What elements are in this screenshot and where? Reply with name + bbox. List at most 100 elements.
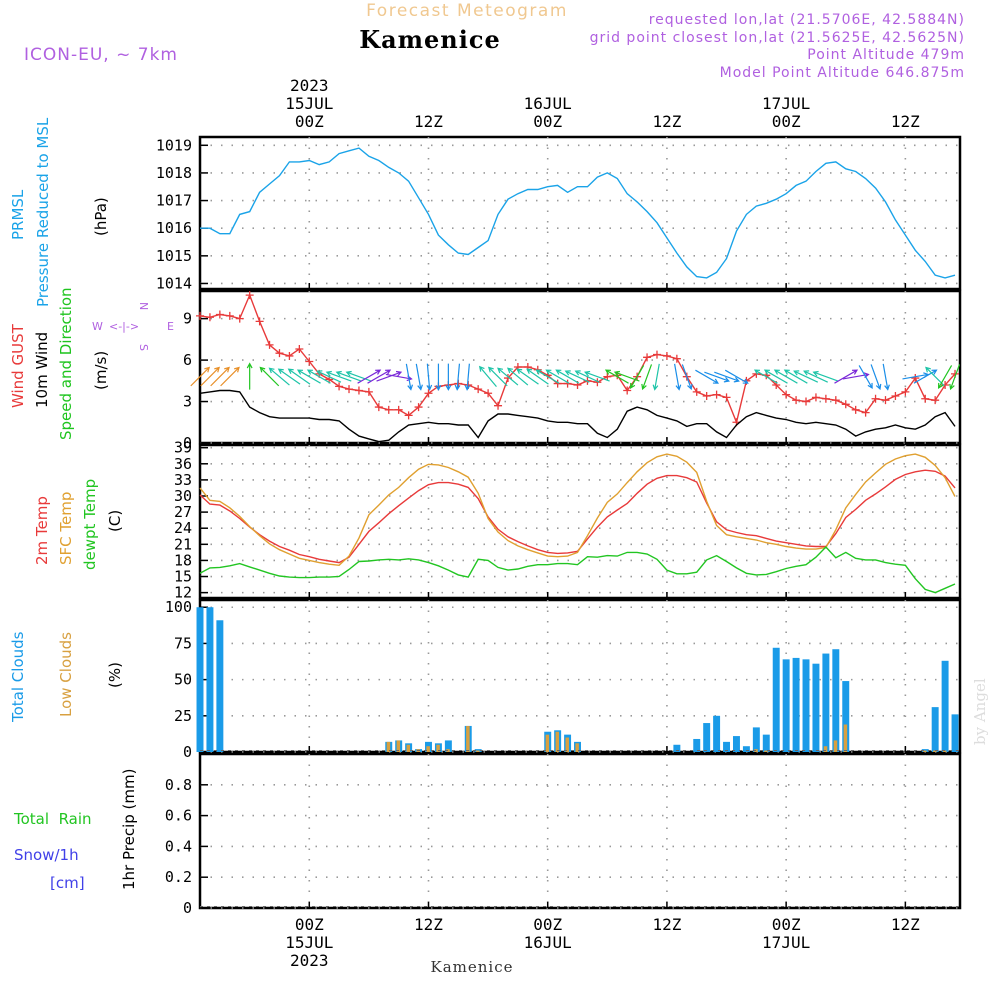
low-cloud-bar [426, 746, 430, 752]
pressure-ytick-label: 1016 [156, 219, 192, 237]
wind-direction-arrow [506, 367, 529, 386]
wind-direction-arrow [316, 370, 342, 383]
temp-label-2: SFC Temp [57, 492, 75, 565]
snow-label: Snow/1h [14, 846, 79, 864]
wind-direction-arrow [306, 369, 331, 384]
precip-ylabel: 1hr Precip (mm) [120, 769, 138, 890]
time-label-bottom: 12Z [652, 915, 681, 934]
gust-marker [931, 396, 940, 405]
low-cloud-bar [764, 750, 768, 752]
low-cloud-bar [466, 725, 470, 752]
gust-marker [782, 390, 791, 399]
wind-direction-arrow [629, 365, 645, 390]
subtitle: Forecast Meteogram [366, 1, 568, 21]
pressure-label-1: PRMSL [9, 189, 27, 240]
wind-direction-arrow [325, 370, 352, 382]
time-label-bottom: 16JUL [524, 933, 572, 952]
low-cloud-bar [833, 740, 838, 752]
precip-labels: Total Rain Snow/1h [cm] 1hr Precip (mm) [13, 769, 138, 892]
precip-ytick-label: 0.4 [165, 837, 192, 855]
wind-direction-arrow [246, 362, 253, 390]
gust-marker [623, 386, 632, 395]
wind-direction-arrow [773, 369, 798, 384]
gust-marker [364, 387, 373, 396]
gust-marker [414, 403, 423, 412]
point-altitude: Point Altitude 479m [807, 47, 965, 63]
pressure-ytick-label: 1019 [156, 136, 192, 154]
gust-marker [662, 351, 671, 360]
wind-series-line [199, 293, 956, 425]
gust-marker [345, 385, 354, 394]
gust-marker [563, 379, 572, 388]
precip-ytick-label: 0 [183, 899, 192, 917]
wind-direction-arrow [641, 364, 653, 391]
wind-ytick-label: 9 [183, 310, 192, 328]
low-cloud-bar [565, 737, 569, 752]
clouds-ytick-label: 25 [174, 707, 192, 725]
time-label-bottom: 2023 [290, 951, 329, 970]
low-cloud-bar [406, 744, 411, 752]
wind-direction-arrow [426, 363, 433, 391]
footer-location: Kamenice [431, 958, 514, 976]
wind-direction-arrow [793, 370, 819, 383]
wind-direction-arrow [487, 366, 508, 387]
gust-marker [891, 392, 900, 401]
wind-direction-arrow [714, 371, 740, 383]
gust-marker [643, 353, 652, 362]
low-cloud-bar [545, 734, 550, 752]
wind-direction-arrow [574, 370, 600, 383]
time-label-top: 00Z [772, 112, 801, 131]
precip-ytick-label: 0.2 [165, 868, 192, 886]
precip-ytick-label: 0.6 [165, 807, 192, 825]
wind-ytick-label: 0 [183, 434, 192, 452]
gust-marker [335, 382, 344, 391]
time-label-bottom: 12Z [414, 915, 443, 934]
gust-marker [792, 396, 801, 405]
total-cloud-bar [931, 707, 939, 752]
temperature-ytick-label: 39 [174, 439, 192, 457]
wind-direction-arrow [367, 369, 392, 384]
low-cloud-bar [446, 749, 450, 752]
wind-direction-arrow [834, 369, 859, 384]
wind-direction-arrow [704, 371, 730, 383]
wind-direction-arrow [200, 366, 221, 387]
wind-direction-arrow [259, 366, 280, 387]
clouds-ytick-label: 0 [183, 743, 192, 761]
cloud-labels: Total Clouds Low Clouds (%) [9, 631, 124, 723]
gust-marker [424, 389, 433, 398]
total-cloud-bar [772, 647, 780, 752]
gust-marker [275, 349, 284, 358]
gust-marker [255, 317, 264, 326]
precip-frame [198, 752, 962, 910]
gust-marker [901, 387, 910, 396]
wind-direction-arrow [882, 363, 890, 391]
time-label-bottom: 17JUL [762, 933, 810, 952]
compass-e: E [167, 320, 174, 333]
temp-label-3: dewpt Temp [81, 479, 99, 570]
gust-marker [722, 393, 731, 402]
wind-direction-arrow [296, 369, 321, 384]
total-cloud-bar [842, 681, 850, 752]
snow-unit-label: [cm] [50, 874, 85, 892]
pressure-series-line [200, 147, 956, 279]
requested-coords: requested lon,lat (21.5706E, 42.5884N) [649, 12, 965, 28]
total-cloud-bar [762, 734, 770, 752]
total-cloud-bar [802, 659, 810, 752]
wind-ylabel: (m/s) [92, 351, 110, 390]
total-cloud-bar [216, 620, 224, 752]
gust-marker [871, 394, 880, 403]
wind-direction-arrow [516, 368, 539, 385]
temperature-ytick-label: 21 [174, 535, 192, 553]
total-cloud-bar [951, 714, 959, 752]
total-cloud-bar [941, 660, 949, 752]
compass-w: W [92, 320, 103, 333]
temperature-frame [198, 443, 962, 600]
gust-marker [603, 372, 612, 381]
wind-direction-arrow [555, 369, 580, 384]
cloud-label-1: Total Clouds [9, 631, 27, 723]
temperature-series-line [199, 453, 956, 567]
time-label-top: 15JUL [285, 94, 333, 113]
pressure-labels: PRMSL Pressure Reduced to MSL (hPa) [9, 117, 110, 307]
low-cloud-bar [943, 750, 947, 752]
time-label-top: 2023 [290, 76, 329, 95]
